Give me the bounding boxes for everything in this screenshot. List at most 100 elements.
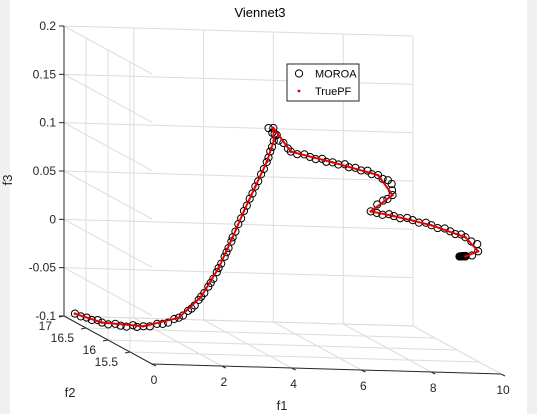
moroa-point: [212, 268, 221, 277]
moroa-point: [82, 313, 91, 322]
moroa-point: [248, 189, 257, 198]
truepf-point: [131, 324, 134, 327]
grid-side-z: [63, 73, 153, 123]
legend-marker-truepf: [297, 89, 301, 93]
moroa-point: [237, 214, 246, 223]
grid-floor-y: [129, 351, 480, 363]
legend: MOROA TruePF: [286, 63, 360, 102]
truepf-point: [112, 322, 115, 325]
truepf-point: [377, 211, 381, 215]
truepf-point: [105, 321, 108, 325]
truepf-point: [102, 321, 105, 324]
x-tick-mark: [221, 365, 227, 369]
grid-back-z: [63, 267, 414, 279]
z-tick-label: 0.1: [39, 116, 56, 130]
truepf-point: [379, 212, 382, 215]
truepf-point: [464, 255, 467, 258]
x-tick-mark: [500, 373, 506, 377]
truepf-point: [129, 324, 132, 327]
truepf-point: [121, 323, 124, 326]
y-tick-label: 16.5: [51, 331, 75, 345]
figure-margin-left: [0, 0, 10, 414]
truepf-point: [134, 324, 137, 327]
x-tick-label: 8: [430, 381, 437, 395]
x-tick-label: 2: [220, 375, 227, 389]
truepf-point: [104, 321, 107, 324]
grid-back-z: [63, 170, 414, 182]
moroa-point: [259, 164, 269, 174]
truepf-point: [107, 322, 110, 325]
grid-side-z: [63, 267, 153, 317]
truepf-point: [272, 138, 275, 141]
truepf-point: [124, 323, 128, 326]
truepf-point: [389, 214, 392, 217]
x-axis-label: f1: [277, 398, 288, 413]
truepf-point: [123, 323, 126, 326]
moroa-point: [262, 157, 271, 167]
z-tick-label: 0.05: [33, 164, 57, 178]
truepf-point: [387, 213, 391, 217]
moroa-point: [242, 201, 251, 210]
truepf-point: [120, 323, 123, 326]
moroa-point: [214, 263, 223, 273]
truepf-point: [272, 133, 275, 136]
grid-side-z: [63, 170, 153, 220]
truepf-point: [371, 210, 374, 213]
chart-title: Viennet3: [234, 5, 285, 20]
z-tick-label: -0.1: [35, 309, 56, 323]
y-tick-label: 17: [39, 319, 53, 333]
x-tick-label: 10: [496, 383, 510, 397]
truepf-point: [386, 213, 389, 216]
grid-back-z: [63, 315, 414, 327]
moroa-point: [461, 233, 470, 242]
moroa-point: [388, 190, 397, 200]
moroa-point: [266, 147, 275, 156]
x-tick-mark: [430, 371, 436, 375]
grid-side-z: [63, 25, 153, 75]
moroa-point: [116, 321, 125, 330]
truepf-point: [372, 210, 376, 214]
x-tick-mark: [291, 367, 296, 371]
x-tick-label: 6: [360, 379, 367, 393]
moroa-point: [200, 288, 209, 298]
moroa-point: [178, 311, 188, 320]
moroa-point: [163, 318, 173, 327]
truepf-point: [272, 136, 275, 139]
z-tick-label: 0.2: [39, 19, 56, 33]
truepf-point: [137, 324, 140, 327]
grid-side-z: [63, 218, 153, 268]
moroa-point: [158, 319, 167, 328]
tick-labels: 0 2 4 6 8 10 15.516 16.517-0.1 -0.05 0 0.05 0.1 0.15…: [29, 19, 510, 397]
legend-label-truepf: TruePF: [315, 86, 352, 98]
moroa-point: [387, 179, 396, 189]
truepf-point: [374, 211, 377, 214]
grid-back-z: [63, 122, 414, 134]
legend-marker-moroa: [294, 69, 304, 78]
moroa-point: [279, 138, 288, 148]
x-tick-mark: [361, 369, 366, 373]
x-tick-mark: [151, 363, 157, 367]
truepf-point: [108, 322, 112, 325]
x-axis-line: [151, 363, 502, 375]
truepf-point: [135, 324, 139, 327]
figure-margin-right: [527, 0, 537, 414]
x-tick-label: 0: [151, 373, 158, 387]
legend-label-moroa: MOROA: [315, 69, 357, 81]
z-tick-label: 0.15: [33, 67, 57, 81]
y-tick-mark: [102, 339, 109, 342]
x-tick-label: 4: [290, 377, 297, 391]
y-tick-mark: [124, 351, 131, 354]
truepf-point: [110, 322, 113, 325]
truepf-point: [139, 324, 142, 328]
z-tick-label: 0: [49, 212, 56, 226]
moroa-point: [231, 227, 240, 236]
truepf-point: [381, 212, 384, 215]
truepf-point: [115, 322, 118, 325]
grid-lines: [63, 25, 502, 375]
moroa-point: [254, 177, 263, 186]
grid-floor-y: [107, 339, 458, 351]
truepf-point: [118, 323, 121, 326]
moroa-point: [383, 194, 392, 204]
truepf-point: [384, 213, 387, 216]
y-axis-label: f2: [65, 385, 76, 400]
